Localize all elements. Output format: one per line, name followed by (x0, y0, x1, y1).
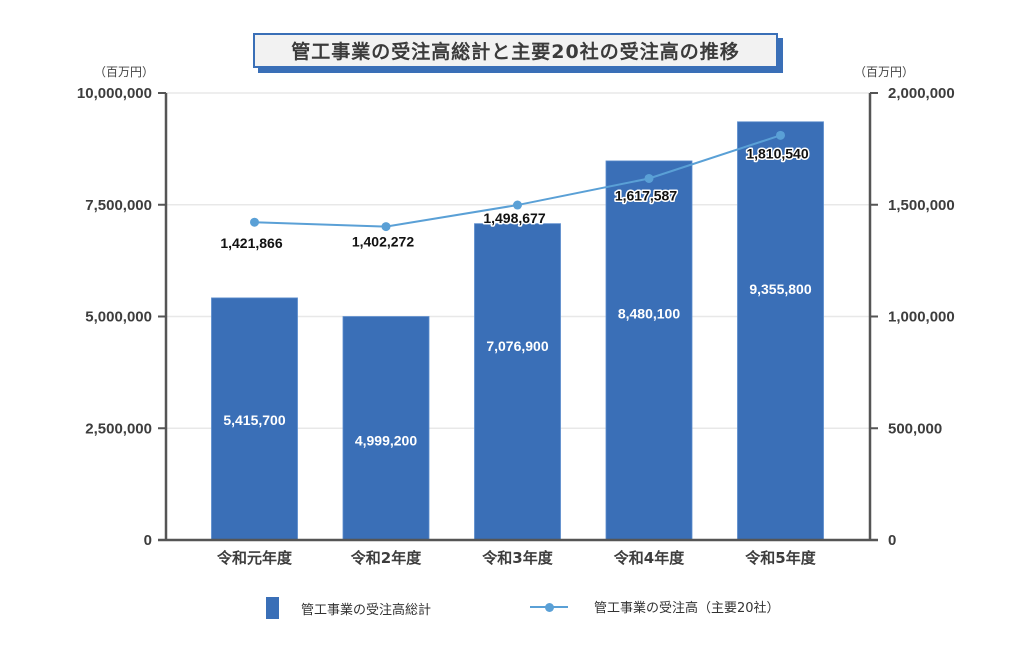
bar-value-label: 8,480,100 (618, 305, 680, 321)
bar-value-label: 7,076,900 (486, 338, 548, 354)
left-tick-label: 7,500,000 (85, 197, 152, 214)
bar-value-label: 5,415,700 (223, 412, 285, 428)
legend-item-bar: 管工事業の受注高総計 (266, 597, 431, 619)
legend-bar-swatch (266, 597, 279, 619)
right-tick-label: 2,000,000 (888, 85, 955, 102)
legend-label-bar: 管工事業の受注高総計 (301, 602, 432, 618)
line-marker (513, 200, 522, 210)
bar-value-label: 9,355,800 (749, 281, 811, 297)
bar (474, 223, 561, 541)
right-tick-label: 500,000 (888, 420, 942, 437)
line-value-label: 1,402,272 (352, 234, 414, 250)
legend-item-line: 管工事業の受注高（主要20社） (530, 597, 780, 616)
category-label: 令和2年度 (351, 549, 422, 567)
right-tick-label: 0 (888, 532, 896, 549)
left-tick-label: 2,500,000 (85, 420, 152, 437)
category-label: 令和元年度 (217, 549, 293, 567)
category-label: 令和3年度 (482, 549, 553, 567)
bar (342, 316, 430, 541)
bar (605, 160, 693, 541)
left-tick-label: 0 (144, 532, 152, 549)
right-tick-label: 1,000,000 (888, 309, 955, 326)
legend-line-swatch (530, 602, 568, 612)
bar-value-label: 4,999,200 (355, 432, 417, 448)
line-marker (776, 130, 785, 140)
bar (737, 121, 824, 541)
line-marker (644, 173, 654, 183)
line-value-label: 1,617,587 (615, 187, 677, 203)
left-axis-unit: （百万円） (94, 65, 155, 79)
line-marker (250, 217, 259, 227)
line-value-label: 1,421,866 (220, 235, 282, 251)
legend-label-line: 管工事業の受注高（主要20社） (594, 601, 780, 616)
category-label: 令和4年度 (614, 549, 685, 567)
line-value-label: 1,810,540 (746, 145, 808, 161)
left-tick-label: 10,000,000 (77, 85, 152, 102)
left-tick-label: 5,000,000 (85, 309, 152, 326)
category-label: 令和5年度 (745, 549, 816, 567)
right-tick-label: 1,500,000 (888, 197, 955, 214)
line-value-label: 1,498,677 (483, 210, 545, 226)
right-axis-unit: （百万円） (854, 65, 915, 79)
bar (211, 297, 298, 541)
chart-title: 管工事業の受注高総計と主要20社の受注高の推移 (253, 33, 778, 68)
line-marker (381, 222, 391, 232)
